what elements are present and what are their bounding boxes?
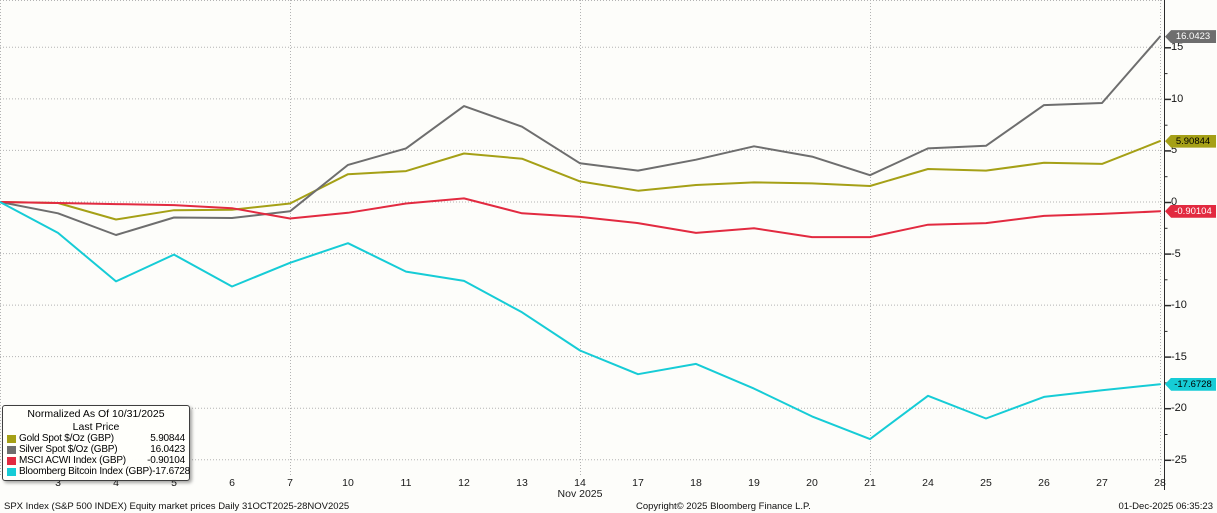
x-axis-label: 26 bbox=[1038, 477, 1050, 489]
footer-copyright: Copyright© 2025 Bloomberg Finance L.P. bbox=[636, 501, 811, 512]
y-axis-label: -20 bbox=[1171, 402, 1187, 415]
legend-series-name: Bloomberg Bitcoin Index (GBP) bbox=[19, 466, 153, 477]
legend-item: Bloomberg Bitcoin Index (GBP) -17.6728 bbox=[7, 466, 190, 477]
y-axis-label: 5 bbox=[1171, 144, 1178, 157]
legend-swatch bbox=[7, 456, 16, 465]
last-price-tag-silver: 16.0423 bbox=[1165, 30, 1216, 44]
x-axis-label: 3 bbox=[55, 477, 61, 489]
x-axis-label: 4 bbox=[113, 477, 119, 489]
y-axis-label: -10 bbox=[1171, 299, 1187, 312]
legend-swatch bbox=[7, 467, 16, 476]
x-axis-label: 7 bbox=[287, 477, 293, 489]
legend-item: Gold Spot $/Oz (GBP) 5.90844 bbox=[7, 433, 185, 444]
legend-series-value: 5.90844 bbox=[150, 433, 185, 444]
legend-box: Normalized As Of 10/31/2025 Last Price G… bbox=[2, 405, 190, 481]
x-axis-label: 19 bbox=[748, 477, 760, 489]
footer-timestamp: 01-Dec-2025 06:35:23 bbox=[1118, 501, 1213, 512]
legend-series-name: MSCI ACWI Index (GBP) bbox=[19, 455, 126, 466]
legend-swatch bbox=[7, 434, 16, 443]
x-axis-label: 10 bbox=[342, 477, 354, 489]
last-price-tag-bloomberg: -17.6728 bbox=[1165, 377, 1216, 391]
x-axis-label: 25 bbox=[980, 477, 992, 489]
legend-item: Silver Spot $/Oz (GBP) 16.0423 bbox=[7, 444, 185, 455]
x-axis-label: 13 bbox=[516, 477, 528, 489]
x-axis-label: 27 bbox=[1096, 477, 1108, 489]
y-axis-label: -5 bbox=[1171, 247, 1181, 260]
last-price-tag-msci: -0.90104 bbox=[1165, 204, 1216, 218]
y-axis-label: -15 bbox=[1171, 350, 1187, 363]
x-axis-label: 24 bbox=[922, 477, 934, 489]
x-axis-month-label: Nov 2025 bbox=[557, 488, 603, 500]
legend-series-name: Silver Spot $/Oz (GBP) bbox=[19, 444, 118, 455]
legend-rows: Gold Spot $/Oz (GBP) 5.90844 Silver Spot $… bbox=[7, 433, 190, 477]
x-axis-label: 21 bbox=[864, 477, 876, 489]
x-axis-label: 14 bbox=[574, 477, 586, 489]
y-axis-label: 10 bbox=[1171, 92, 1184, 105]
x-axis-label: 11 bbox=[400, 477, 412, 489]
x-axis-label: 28 bbox=[1154, 477, 1166, 489]
x-axis-label: 18 bbox=[690, 477, 702, 489]
legend-subtitle: Last Price bbox=[72, 421, 120, 433]
series-line-gold bbox=[0, 140, 1161, 221]
series-line-bloomberg bbox=[0, 201, 1161, 441]
x-axis-label: 12 bbox=[458, 477, 470, 489]
y-axis-label: -25 bbox=[1171, 453, 1187, 466]
legend-item: MSCI ACWI Index (GBP) -0.90104 bbox=[7, 455, 185, 466]
series-line-msci bbox=[0, 197, 1161, 239]
legend-title: Normalized As Of 10/31/2025 bbox=[27, 408, 165, 420]
y-axis-label: 15 bbox=[1171, 41, 1184, 54]
last-price-tag-gold: 5.90844 bbox=[1165, 134, 1216, 148]
x-axis-label: 5 bbox=[171, 477, 177, 489]
legend-series-name: Gold Spot $/Oz (GBP) bbox=[19, 433, 114, 444]
x-axis-label: 6 bbox=[229, 477, 235, 489]
legend-series-value: -0.90104 bbox=[147, 455, 185, 466]
legend-swatch bbox=[7, 445, 16, 454]
x-axis-label: 17 bbox=[632, 477, 644, 489]
legend-series-value: -17.6728 bbox=[152, 466, 191, 477]
legend-series-value: 16.0423 bbox=[150, 444, 185, 455]
footer-description: SPX Index (S&P 500 INDEX) Equity market … bbox=[4, 501, 350, 512]
series-line-silver bbox=[0, 35, 1161, 236]
y-axis-label: 0 bbox=[1171, 196, 1178, 208]
x-axis-label: 20 bbox=[806, 477, 818, 489]
